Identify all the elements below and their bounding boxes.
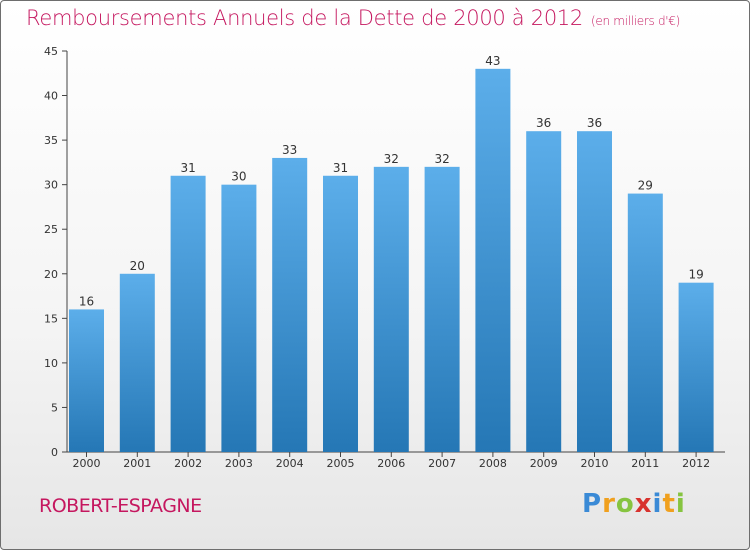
bar-2005: [323, 175, 358, 452]
bar-2008: [475, 68, 511, 453]
bar-2002: [170, 175, 206, 452]
bar-2000: [69, 309, 104, 452]
x-tick-label: 2002: [174, 457, 202, 470]
y-tick-label: 15: [44, 312, 58, 325]
chart-unit-note: (en milliers d'€): [591, 14, 681, 28]
logo-letter: x: [634, 489, 653, 519]
y-tick-label: 25: [44, 223, 58, 236]
chart-title-text: Remboursements Annuels de la Dette de 20…: [26, 6, 583, 30]
x-tick-label: 2008: [479, 457, 507, 470]
logo-letter: o: [615, 489, 635, 519]
bar-value-label: 29: [638, 179, 653, 193]
commune-name: ROBERT-ESPAGNE: [39, 495, 202, 517]
bar-value-label: 31: [180, 161, 195, 175]
x-tick-label: 2005: [327, 457, 355, 470]
x-tick-label: 2001: [123, 457, 151, 470]
logo-letter: i: [652, 489, 663, 519]
bar-value-label: 36: [587, 116, 602, 130]
bar-value-label: 20: [130, 259, 145, 273]
logo-letter: r: [602, 489, 616, 519]
y-tick-label: 35: [44, 134, 58, 147]
bar-2010: [577, 131, 612, 452]
x-tick-label: 2003: [225, 457, 253, 470]
x-tick-label: 2010: [581, 457, 609, 470]
bar-value-label: 19: [688, 268, 703, 282]
y-tick-label: 0: [51, 446, 58, 459]
bar-value-label: 32: [384, 152, 399, 166]
x-tick-label: 2011: [631, 457, 659, 470]
bar-value-label: 30: [231, 170, 246, 184]
y-tick-label: 20: [44, 268, 58, 281]
chart-bars: 16 20 31 30 33 31 32 32 43 36 36 29 19: [69, 54, 714, 453]
bar-value-label: 33: [282, 143, 297, 157]
bar-value-label: 36: [536, 116, 551, 130]
bar-2009: [526, 131, 562, 452]
proxiti-logo[interactable]: Proxiti: [582, 489, 686, 519]
bar-value-label: 16: [79, 294, 94, 308]
y-tick-label: 30: [44, 179, 58, 192]
bar-2003: [221, 184, 257, 452]
bar-2012: [678, 282, 714, 452]
y-tick-label: 40: [44, 90, 58, 103]
logo-letter: i: [675, 489, 686, 519]
bar-2004: [272, 157, 308, 452]
x-tick-label: 2000: [73, 457, 101, 470]
chart-title: Remboursements Annuels de la Dette de 20…: [26, 6, 680, 30]
logo-letter: P: [582, 489, 603, 519]
x-tick-label: 2007: [428, 457, 456, 470]
bar-2006: [373, 166, 409, 452]
x-tick-label: 2009: [530, 457, 558, 470]
bar-2001: [119, 273, 155, 452]
y-tick-label: 5: [51, 401, 58, 414]
x-tick-label: 2004: [276, 457, 304, 470]
y-tick-label: 10: [44, 357, 58, 370]
bar-value-label: 32: [434, 152, 449, 166]
bar-value-label: 31: [333, 161, 348, 175]
bar-2011: [627, 193, 663, 453]
y-tick-label: 45: [44, 45, 58, 58]
x-tick-label: 2012: [682, 457, 710, 470]
x-tick-label: 2006: [377, 457, 405, 470]
logo-letter: t: [662, 489, 676, 519]
chart-axes: 0 5 10 15 20 25 30 35 40 45 2000 2001 2002 2003 2004 20…: [44, 45, 725, 470]
bar-2007: [424, 166, 460, 452]
bar-value-label: 43: [485, 54, 500, 68]
